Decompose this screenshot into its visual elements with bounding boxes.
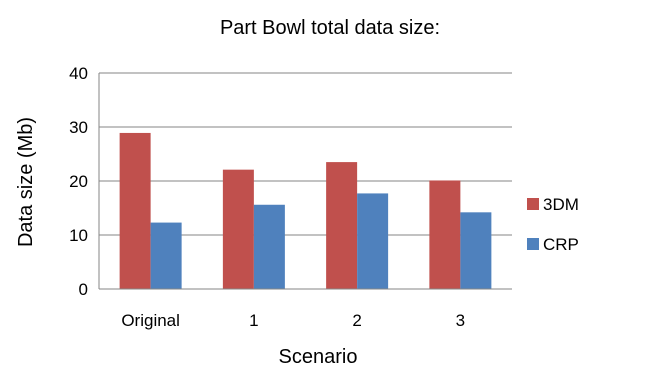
y-tick-label: 20 — [69, 172, 88, 191]
bar-crp-2 — [357, 193, 389, 289]
bar-crp-1 — [253, 204, 285, 289]
y-axis-title: Data size (Mb) — [15, 117, 37, 247]
legend-label-crp: CRP — [543, 235, 579, 254]
bar-3dm-3 — [429, 180, 461, 289]
bar-3dm-1 — [222, 169, 254, 289]
chart-title: Part Bowl total data size: — [220, 17, 440, 39]
x-axis-title: Scenario — [279, 346, 358, 368]
legend-swatch-3dm — [527, 198, 539, 210]
y-tick-label: 0 — [79, 280, 88, 299]
y-tick-label: 10 — [69, 226, 88, 245]
y-tick-label: 40 — [69, 64, 88, 83]
bars — [119, 132, 492, 289]
legend: 3DM CRP — [527, 195, 579, 254]
x-tick-label: 1 — [249, 311, 258, 330]
legend-swatch-crp — [527, 238, 539, 250]
legend-label-3dm: 3DM — [543, 195, 579, 214]
bar-crp-3 — [460, 212, 492, 289]
x-tick-label: Original — [121, 311, 180, 330]
bar-3dm-2 — [326, 162, 358, 289]
axes — [98, 73, 512, 290]
y-tick-label: 30 — [69, 118, 88, 137]
x-tick-labels: Original 1 2 3 — [121, 311, 465, 330]
bar-3dm-original — [119, 132, 151, 289]
x-tick-label: 3 — [456, 311, 465, 330]
y-tick-labels: 0 10 20 30 40 — [69, 64, 88, 299]
x-tick-label: 2 — [352, 311, 361, 330]
bar-crp-original — [150, 222, 182, 289]
